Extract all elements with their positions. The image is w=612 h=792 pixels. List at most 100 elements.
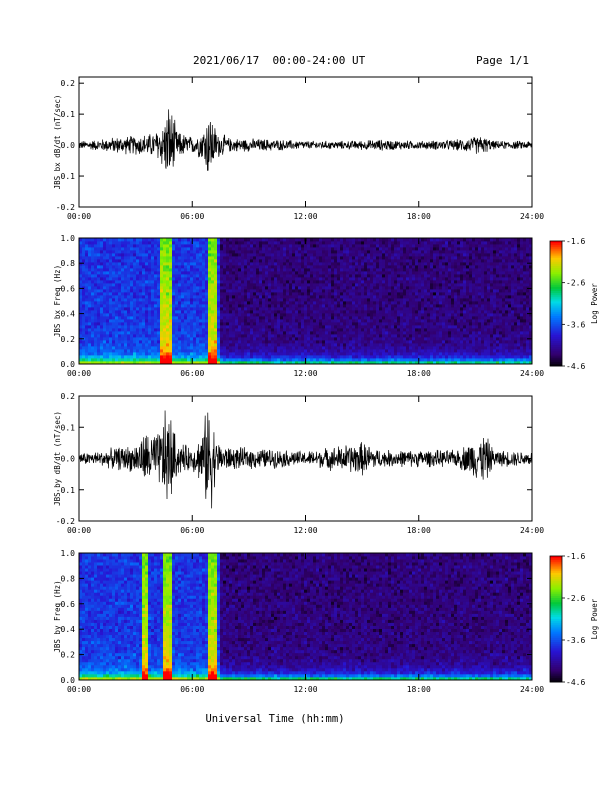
spectrogram-cell — [334, 271, 338, 275]
spectrogram-cell — [91, 313, 95, 317]
spectrogram-cell — [286, 352, 290, 356]
spectrogram-cell — [274, 250, 278, 254]
spectrogram-cell — [427, 346, 431, 350]
spectrogram-cell — [274, 265, 278, 269]
spectrogram-cell — [289, 250, 293, 254]
spectrogram-cell — [361, 301, 365, 305]
spectrogram-cell — [79, 274, 83, 278]
spectrogram-cell — [349, 286, 353, 290]
spectrogram-cell — [403, 265, 407, 269]
spectrogram-cell — [196, 274, 200, 278]
spectrogram-cell — [394, 262, 398, 266]
spectrogram-cell — [304, 328, 308, 332]
spectrogram-cell — [295, 259, 299, 263]
spectrogram-cell — [163, 253, 167, 257]
spectrogram-cell — [259, 349, 263, 353]
spectrogram-cell — [271, 295, 275, 299]
spectrogram-cell — [208, 238, 212, 242]
spectrogram-cell — [145, 250, 149, 254]
spectrogram-cell — [211, 298, 215, 302]
spectrogram-cell — [322, 337, 326, 341]
spectrogram-cell — [94, 301, 98, 305]
spectrogram-cell — [346, 274, 350, 278]
spectrogram-cell — [364, 322, 368, 326]
spectrogram-cell — [364, 310, 368, 314]
spectrogram-cell — [130, 256, 134, 260]
spectrogram-cell — [430, 298, 434, 302]
spectrogram-cell — [319, 286, 323, 290]
spectrogram-cell — [316, 313, 320, 317]
spectrogram-cell — [331, 262, 335, 266]
spectrogram-cell — [175, 328, 179, 332]
spectrogram-cell — [127, 265, 131, 269]
spectrogram-cell — [358, 298, 362, 302]
spectrogram-cell — [91, 259, 95, 263]
spectrogram-cell — [175, 307, 179, 311]
spectrogram-cell — [355, 307, 359, 311]
spectrogram-cell — [229, 280, 233, 284]
spectrogram-cell — [229, 298, 233, 302]
spectrogram-cell — [193, 310, 197, 314]
spectrogram-cell — [412, 298, 416, 302]
spectrogram-cell — [361, 298, 365, 302]
spectrogram-cell — [373, 247, 377, 251]
spectrogram-cell — [166, 241, 170, 245]
spectrogram-cell — [223, 298, 227, 302]
spectrogram-cell — [418, 244, 422, 248]
spectrogram-cell — [148, 358, 152, 362]
spectrogram-cell — [121, 295, 125, 299]
spectrogram-cell — [235, 238, 239, 242]
spectrogram-cell — [190, 271, 194, 275]
spectrogram-cell — [163, 292, 167, 296]
spectrogram-cell — [352, 286, 356, 290]
spectrogram-cell — [247, 322, 251, 326]
spectrogram-cell — [271, 334, 275, 338]
spectrogram-cell — [223, 304, 227, 308]
spectrogram-cell — [370, 268, 374, 272]
spectrogram-cell — [163, 337, 167, 341]
spectrogram-cell — [91, 253, 95, 257]
spectrogram-cell — [208, 268, 212, 272]
spectrogram-cell — [241, 322, 245, 326]
spectrogram-cell — [82, 334, 86, 338]
spectrogram-cell — [331, 340, 335, 344]
spectrogram-cell — [292, 352, 296, 356]
spectrogram-cell — [301, 316, 305, 320]
spectrogram-cell — [226, 241, 230, 245]
spectrogram-cell — [316, 250, 320, 254]
spectrogram-cell — [100, 241, 104, 245]
spectrogram-cell — [340, 271, 344, 275]
spectrogram-cell — [394, 277, 398, 281]
spectrogram-cell — [178, 247, 182, 251]
spectrogram-cell — [226, 349, 230, 353]
spectrogram-cell — [223, 328, 227, 332]
spectrogram-cell — [235, 295, 239, 299]
spectrogram-cell — [388, 328, 392, 332]
spectrogram-cell — [340, 265, 344, 269]
spectrogram-cell — [379, 274, 383, 278]
spectrogram-cell — [112, 268, 116, 272]
spectrogram-cell — [286, 334, 290, 338]
spectrogram-cell — [337, 313, 341, 317]
spectrogram-cell — [88, 247, 92, 251]
spectrogram-cell — [298, 352, 302, 356]
spectrogram-cell — [403, 298, 407, 302]
spectrogram-cell — [181, 292, 185, 296]
spectrogram-cell — [409, 331, 413, 335]
spectrogram-cell — [154, 331, 158, 335]
spectrogram-cell — [145, 325, 149, 329]
spectrogram-cell — [94, 343, 98, 347]
spectrogram-cell — [283, 283, 287, 287]
spectrogram-cell — [160, 310, 164, 314]
spectrogram-cell — [274, 244, 278, 248]
spectrogram-cell — [379, 292, 383, 296]
spectrogram-cell — [82, 286, 86, 290]
spectrogram-cell — [175, 277, 179, 281]
spectrogram-cell — [172, 238, 176, 242]
spectrogram-cell — [319, 298, 323, 302]
spectrogram-cell — [136, 289, 140, 293]
spectrogram-cell — [334, 265, 338, 269]
spectrogram-cell — [256, 298, 260, 302]
spectrogram-cell — [364, 328, 368, 332]
spectrogram-cell — [106, 244, 110, 248]
